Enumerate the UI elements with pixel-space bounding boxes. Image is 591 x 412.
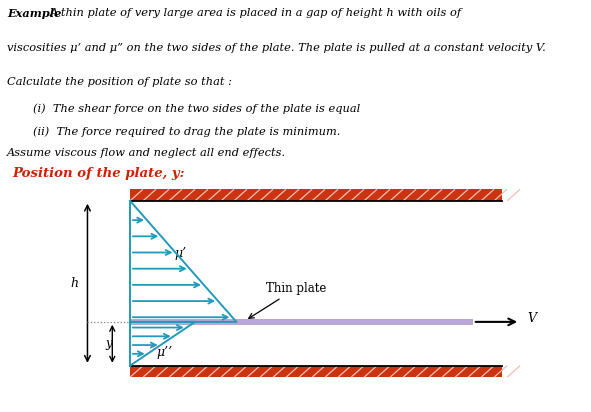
- Text: Position of the plate, y:: Position of the plate, y:: [12, 167, 184, 180]
- Text: Assume viscous flow and neglect all end effects.: Assume viscous flow and neglect all end …: [7, 148, 286, 158]
- Text: h: h: [70, 277, 79, 290]
- Text: y: y: [105, 337, 112, 350]
- Text: Example: Example: [7, 8, 61, 19]
- Text: Thin plate: Thin plate: [249, 282, 326, 318]
- Text: (i)  The shear force on the two sides of the plate is equal: (i) The shear force on the two sides of …: [33, 103, 360, 114]
- Text: μ’’: μ’’: [157, 346, 173, 359]
- Text: A thin plate of very large area is placed in a gap of height h with oils of: A thin plate of very large area is place…: [50, 8, 462, 18]
- Bar: [130, 319, 473, 325]
- Text: V: V: [527, 312, 536, 325]
- Text: (ii)  The force required to drag the plate is minimum.: (ii) The force required to drag the plat…: [33, 127, 340, 137]
- Text: Calculate the position of plate so that :: Calculate the position of plate so that …: [7, 77, 232, 87]
- Text: μ’: μ’: [174, 247, 187, 260]
- Bar: [130, 366, 502, 377]
- Text: viscosities μ’ and μ” on the two sides of the plate. The plate is pulled at a co: viscosities μ’ and μ” on the two sides o…: [7, 43, 546, 53]
- Bar: [130, 189, 502, 201]
